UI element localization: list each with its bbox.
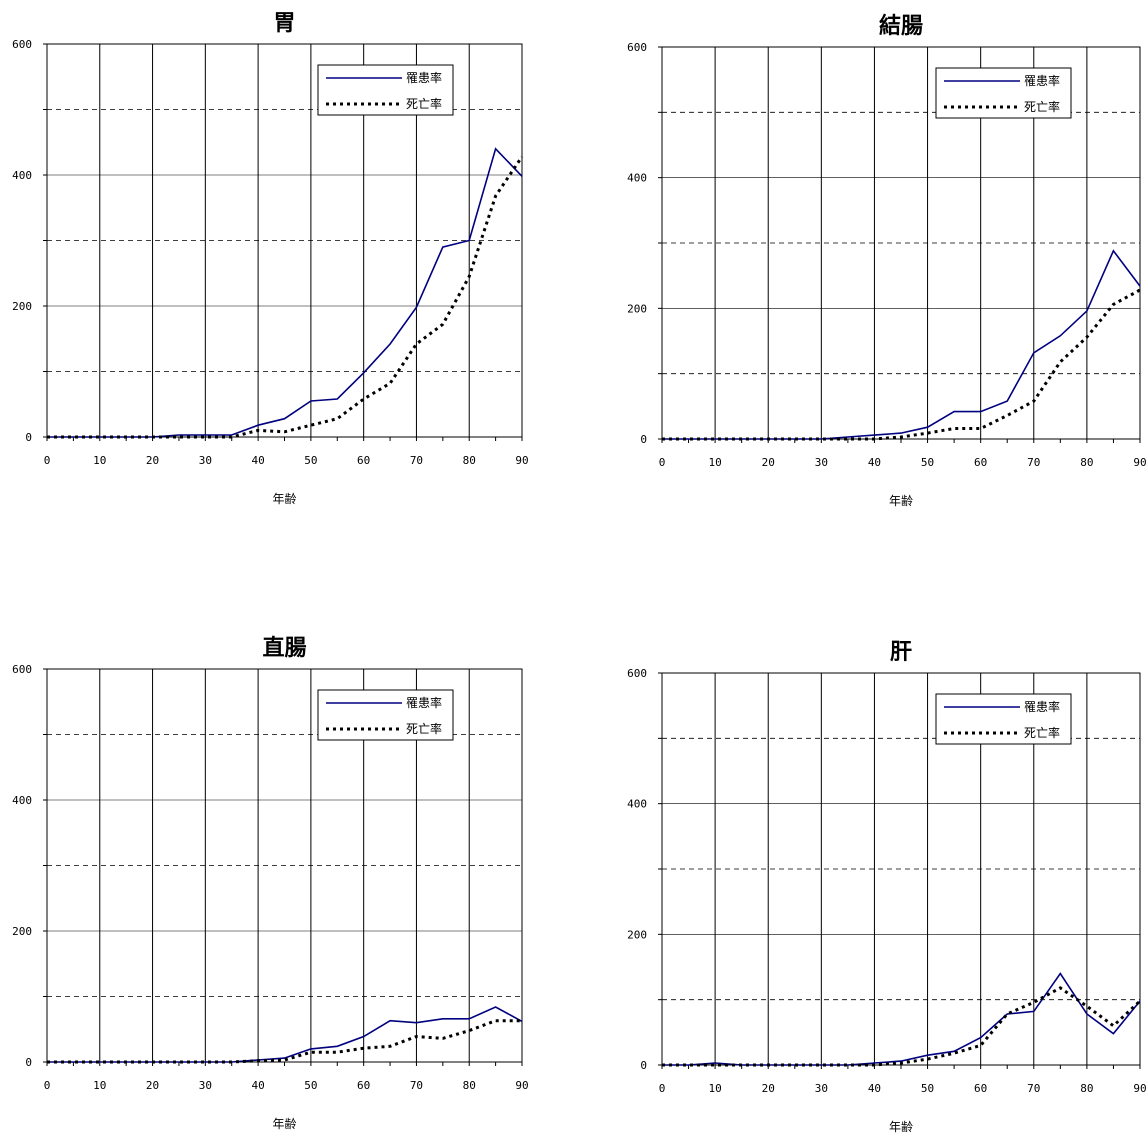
x-tick-label: 40	[868, 1082, 881, 1095]
x-tick-label: 60	[357, 1079, 370, 1092]
series-line-incidence	[47, 147, 523, 438]
x-tick-label: 60	[357, 454, 370, 467]
legend-label: 死亡率	[406, 721, 442, 736]
x-tick-label: 30	[815, 1082, 828, 1095]
x-tick-label: 90	[1133, 1082, 1146, 1095]
chart-title: 肝	[890, 640, 912, 665]
x-axis-label: 年齢	[889, 493, 913, 508]
x-tick-label: 80	[463, 454, 476, 467]
x-tick-label: 40	[251, 454, 264, 467]
y-tick-label: 200	[627, 928, 647, 941]
legend-label: 死亡率	[1024, 99, 1060, 114]
x-tick-label: 70	[410, 1079, 423, 1092]
legend-label: 死亡率	[406, 96, 442, 111]
x-tick-label: 50	[921, 1082, 934, 1095]
legend-box	[935, 67, 1072, 119]
x-tick-label: 90	[515, 454, 528, 467]
y-tick-label: 200	[12, 300, 32, 313]
y-tick-label: 400	[12, 169, 32, 182]
legend-box	[317, 64, 454, 116]
series-line-mortality	[47, 155, 524, 439]
x-tick-label: 40	[251, 1079, 264, 1092]
legend-label: 罹患率	[1024, 73, 1060, 88]
x-tick-label: 30	[199, 454, 212, 467]
x-tick-label: 50	[921, 456, 934, 469]
y-tick-label: 0	[640, 433, 647, 446]
x-tick-label: 0	[659, 456, 666, 469]
series-line-mortality	[662, 288, 1141, 441]
x-tick-label: 20	[146, 454, 159, 467]
chart-title: 胃	[273, 11, 295, 36]
y-tick-label: 400	[627, 172, 647, 185]
y-tick-label: 600	[627, 41, 647, 54]
x-tick-label: 10	[708, 1082, 721, 1095]
x-tick-label: 10	[93, 454, 106, 467]
x-tick-label: 70	[1027, 456, 1040, 469]
y-tick-label: 0	[25, 1056, 32, 1069]
x-tick-label: 0	[659, 1082, 666, 1095]
x-tick-label: 50	[304, 454, 317, 467]
y-tick-label: 400	[12, 794, 32, 807]
x-tick-label: 20	[762, 456, 775, 469]
legend-label: 罹患率	[406, 70, 442, 85]
legend-label: 罹患率	[406, 695, 442, 710]
x-tick-label: 90	[515, 1079, 528, 1092]
x-tick-label: 80	[1080, 456, 1093, 469]
y-tick-label: 400	[627, 798, 647, 811]
y-tick-label: 600	[12, 663, 32, 676]
x-tick-label: 50	[304, 1079, 317, 1092]
y-tick-label: 600	[627, 667, 647, 680]
y-tick-label: 0	[640, 1059, 647, 1072]
y-tick-label: 0	[25, 431, 32, 444]
legend-label: 死亡率	[1024, 725, 1060, 740]
x-tick-label: 60	[974, 456, 987, 469]
x-tick-label: 10	[93, 1079, 106, 1092]
chart-title: 直腸	[262, 635, 306, 661]
x-axis-label: 年齢	[272, 1116, 296, 1131]
series-line-incidence	[662, 972, 1141, 1066]
x-tick-label: 80	[1080, 1082, 1093, 1095]
x-tick-label: 0	[44, 1079, 51, 1092]
y-tick-label: 600	[12, 38, 32, 51]
x-tick-label: 0	[44, 454, 51, 467]
x-tick-label: 80	[463, 1079, 476, 1092]
series-line-mortality	[662, 986, 1142, 1067]
y-tick-label: 200	[12, 925, 32, 938]
chart-title: 結腸	[879, 13, 923, 39]
x-tick-label: 70	[1027, 1082, 1040, 1095]
x-tick-label: 70	[410, 454, 423, 467]
series-line-mortality	[47, 1019, 522, 1064]
series-line-incidence	[662, 249, 1141, 440]
x-tick-label: 20	[146, 1079, 159, 1092]
x-tick-label: 40	[868, 456, 881, 469]
x-tick-label: 90	[1133, 456, 1146, 469]
x-tick-label: 10	[708, 456, 721, 469]
legend-label: 罹患率	[1024, 699, 1060, 714]
y-tick-label: 200	[627, 302, 647, 315]
x-tick-label: 60	[974, 1082, 987, 1095]
legend-box	[935, 693, 1072, 745]
x-tick-label: 20	[762, 1082, 775, 1095]
x-tick-label: 30	[815, 456, 828, 469]
x-tick-label: 30	[199, 1079, 212, 1092]
x-axis-label: 年齢	[272, 491, 296, 506]
legend-box	[317, 689, 454, 741]
x-axis-label: 年齢	[889, 1119, 913, 1134]
